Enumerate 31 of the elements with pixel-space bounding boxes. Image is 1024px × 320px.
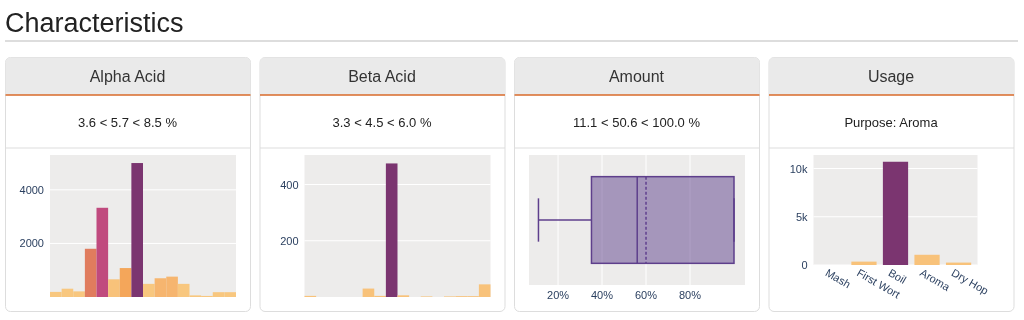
bar: [914, 254, 940, 265]
y-tick-label: 5k: [795, 210, 808, 223]
y-tick-label: 2000: [19, 237, 44, 250]
x-tick-label: 80%: [678, 289, 702, 301]
bar: [108, 279, 120, 297]
bar: [851, 261, 877, 265]
x-tick-label: 20%: [547, 289, 570, 301]
text: Characteristics: [5, 8, 184, 38]
chart-subtitle: 11.1 < 50.6 < 100.0 %: [573, 115, 701, 130]
chart-subtitle: 3.6 < 5.7 < 8.5 %: [77, 115, 178, 130]
chart-title: Beta Acid: [348, 68, 416, 85]
bar: [143, 283, 155, 297]
y-tick-label: 10k: [789, 162, 808, 175]
bar: [385, 163, 398, 297]
y-tick-label: 400: [280, 178, 299, 191]
chart-title: Alpha Acid: [89, 68, 166, 85]
bar: [96, 207, 109, 297]
y-tick-label: 200: [280, 234, 299, 247]
y-tick-label: 0: [801, 259, 808, 271]
x-tick-label: 60%: [635, 289, 658, 301]
bar: [84, 248, 97, 297]
bar: [882, 161, 909, 265]
chart-title: Amount: [608, 68, 665, 85]
bar: [119, 268, 132, 297]
y-tick-label: 4000: [19, 183, 44, 196]
chart-subtitle: 3.3 < 4.5 < 6.0 %: [332, 115, 432, 130]
chart-title: Usage: [867, 68, 915, 85]
bar: [131, 163, 143, 297]
x-tick-label: Dry Hop: [949, 266, 991, 297]
x-tick-label: 40%: [591, 289, 614, 301]
chart-subtitle: Purpose: Aroma: [844, 115, 939, 130]
